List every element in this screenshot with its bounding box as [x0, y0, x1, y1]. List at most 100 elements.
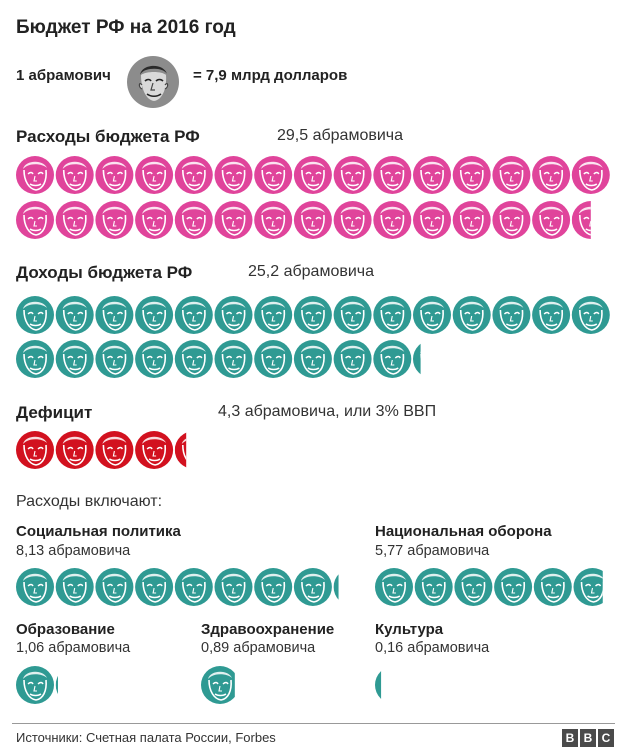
education-coin-1	[55, 675, 58, 695]
social-coin-0	[16, 568, 54, 606]
expenses-coin-14	[571, 156, 610, 194]
deficit-value: 4,3 абрамовича, или 3% ВВП	[218, 403, 437, 420]
expenses-coin-23	[333, 201, 372, 239]
expenses-value: 29,5 абрамовича	[277, 127, 404, 144]
revenue-coin-7	[293, 296, 332, 334]
revenue-coin-23	[333, 340, 372, 378]
expenses-coin-17	[95, 201, 134, 239]
expenses-coin-24	[373, 201, 412, 239]
social-coin-3	[135, 568, 174, 606]
legend-value-label: = 7,9 млрд долларов	[193, 67, 348, 84]
revenue-coin-14	[571, 296, 610, 334]
deficit-coin-2	[95, 431, 134, 469]
expenses-coin-15	[16, 201, 54, 239]
defense-coin-4	[533, 568, 572, 606]
expenses-coin-2	[95, 156, 134, 194]
revenue-coin-11	[452, 296, 491, 334]
deficit-label: Дефицит	[16, 403, 93, 422]
culture-name: Культура	[375, 621, 444, 638]
social-name: Социальная политика	[16, 523, 181, 540]
revenue-coin-22	[293, 340, 332, 378]
revenue-coin-21	[254, 340, 293, 378]
social-coin-2	[95, 568, 134, 606]
expenses-coin-12	[492, 156, 531, 194]
bbc-logo-letter: B	[562, 729, 578, 747]
health-value: 0,89 абрамовича	[201, 640, 316, 656]
revenue-coin-10	[413, 296, 451, 334]
expenses-coin-6	[254, 156, 293, 194]
expenses-coin-13	[532, 156, 571, 194]
revenue-coin-19	[174, 340, 213, 378]
defense-coin-3	[494, 568, 533, 606]
culture-coin-0	[375, 671, 382, 699]
social-coin-1	[55, 568, 94, 606]
social-coin-5	[214, 568, 253, 606]
education-coin-0	[16, 666, 54, 704]
social-coin-4	[174, 568, 213, 606]
bbc-logo-letter: B	[580, 729, 596, 747]
social-value: 8,13 абрамовича	[16, 543, 131, 559]
revenue-coin-4	[174, 296, 213, 334]
includes-heading: Расходы включают:	[16, 493, 163, 510]
source-text: Источники: Счетная палата России, Forbes	[16, 730, 276, 745]
health-name: Здравоохранение	[201, 621, 335, 638]
expenses-coin-16	[55, 201, 94, 239]
deficit-coin-3	[135, 431, 174, 469]
revenue-coin-3	[135, 296, 174, 334]
revenue-coin-15	[16, 340, 54, 378]
revenue-coin-2	[95, 296, 134, 334]
expenses-coin-9	[373, 156, 412, 194]
expenses-coin-1	[55, 156, 94, 194]
social-coin-8	[333, 574, 339, 600]
expenses-coin-29	[571, 201, 591, 239]
expenses-coin-27	[492, 201, 531, 239]
bbc-logo-letter: C	[598, 729, 614, 747]
culture-value: 0,16 абрамовича	[375, 640, 490, 656]
expenses-coin-3	[135, 156, 174, 194]
revenue-coin-17	[95, 340, 134, 378]
expenses-coin-10	[413, 156, 451, 194]
defense-coin-0	[375, 568, 413, 606]
revenue-coin-6	[254, 296, 293, 334]
expenses-label: Расходы бюджета РФ	[16, 127, 200, 146]
revenue-label: Доходы бюджета РФ	[16, 263, 193, 282]
revenue-coin-1	[55, 296, 94, 334]
expenses-coin-4	[174, 156, 213, 194]
expenses-coin-11	[452, 156, 491, 194]
expenses-coin-7	[293, 156, 332, 194]
expenses-coin-26	[452, 201, 491, 239]
expenses-coin-25	[413, 201, 451, 239]
social-coin-6	[254, 568, 293, 606]
defense-coin-2	[454, 568, 493, 606]
page-title: Бюджет РФ на 2016 год	[16, 17, 236, 38]
health-coin-0	[201, 666, 235, 704]
revenue-coin-16	[55, 340, 94, 378]
deficit-coin-1	[55, 431, 94, 469]
revenue-coin-20	[214, 340, 253, 378]
expenses-coin-20	[214, 201, 253, 239]
expenses-coin-19	[174, 201, 213, 239]
expenses-coin-5	[214, 156, 253, 194]
defense-name: Национальная оборона	[375, 523, 552, 540]
deficit-coin-4	[174, 432, 187, 468]
face-portrait-icon	[127, 56, 179, 108]
revenue-coin-0	[16, 296, 54, 334]
revenue-value: 25,2 абрамовича	[248, 263, 375, 280]
expenses-coin-22	[293, 201, 332, 239]
footer-divider	[12, 723, 615, 724]
defense-value: 5,77 абрамовича	[375, 543, 490, 559]
revenue-coin-24	[373, 340, 412, 378]
expenses-coin-21	[254, 201, 293, 239]
revenue-coin-18	[135, 340, 174, 378]
revenue-coin-9	[373, 296, 412, 334]
revenue-coin-8	[333, 296, 372, 334]
revenue-coin-13	[532, 296, 571, 334]
deficit-coin-0	[16, 431, 54, 469]
revenue-coin-12	[492, 296, 531, 334]
bbc-logo: B B C	[562, 729, 614, 747]
expenses-coin-28	[532, 201, 571, 239]
social-coin-7	[293, 568, 332, 606]
expenses-coin-0	[16, 156, 54, 194]
education-name: Образование	[16, 621, 115, 638]
